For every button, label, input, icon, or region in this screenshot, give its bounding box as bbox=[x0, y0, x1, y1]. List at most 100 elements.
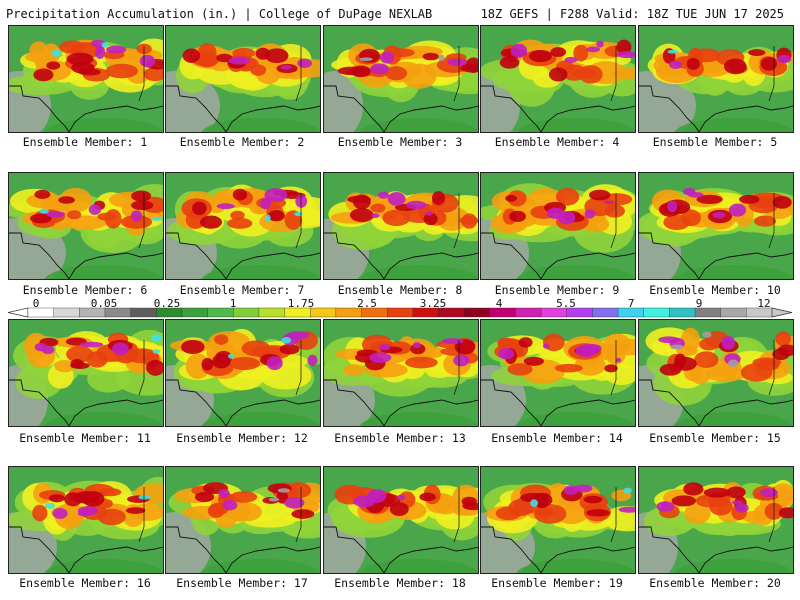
colorbar-tick-label: 3.25 bbox=[419, 297, 447, 310]
colorbar-left-arrow bbox=[8, 307, 29, 318]
colorbar-right-arrow bbox=[771, 307, 792, 318]
ensemble-member-label: Ensemble Member: 10 bbox=[649, 283, 781, 297]
coastline bbox=[68, 546, 163, 573]
ensemble-member-map bbox=[165, 466, 321, 574]
precip-field bbox=[9, 467, 163, 573]
coastline bbox=[540, 399, 635, 426]
colorbar-swatch bbox=[386, 307, 414, 318]
colorbar-swatch bbox=[53, 307, 81, 318]
precip-field bbox=[481, 173, 635, 279]
coastline bbox=[540, 105, 635, 132]
ensemble-member-map bbox=[323, 172, 479, 280]
state-line bbox=[295, 46, 302, 102]
ensemble-member-label: Ensemble Member: 20 bbox=[649, 576, 781, 590]
colorbar-swatch bbox=[720, 307, 748, 318]
coastline bbox=[383, 546, 478, 573]
state-line bbox=[138, 487, 145, 543]
coastline bbox=[383, 399, 478, 426]
precip-field bbox=[9, 26, 163, 132]
precip-field bbox=[481, 467, 635, 573]
state-line bbox=[768, 487, 775, 543]
coastline bbox=[383, 252, 478, 279]
colorbar-swatch bbox=[515, 307, 542, 318]
colorbar-swatch bbox=[463, 307, 491, 318]
colorbar-tick-label: 5.5 bbox=[556, 297, 576, 310]
state-line bbox=[610, 193, 617, 249]
coastline bbox=[540, 252, 635, 279]
colorbar-tick-label: 12 bbox=[757, 297, 771, 310]
coastline bbox=[225, 546, 320, 573]
state-line bbox=[453, 46, 460, 102]
precip-field bbox=[9, 320, 163, 426]
colorbar-swatch bbox=[181, 307, 209, 318]
ensemble-member-label: Ensemble Member: 2 bbox=[179, 135, 305, 149]
ensemble-member-label: Ensemble Member: 19 bbox=[491, 576, 623, 590]
ensemble-member-map bbox=[323, 25, 479, 133]
coastline bbox=[383, 105, 478, 132]
border-line bbox=[324, 526, 385, 573]
ensemble-member-map bbox=[165, 172, 321, 280]
colorbar-swatch bbox=[643, 307, 671, 318]
map-title: Precipitation Accumulation (in.) | Colle… bbox=[6, 7, 433, 21]
ensemble-member-map bbox=[638, 466, 794, 574]
precip-field bbox=[639, 320, 793, 426]
precip-field bbox=[481, 320, 635, 426]
border-line bbox=[639, 85, 700, 132]
border-line bbox=[481, 379, 542, 426]
colorbar-tick-label: 4 bbox=[495, 297, 503, 310]
border-line bbox=[9, 232, 70, 279]
border-line bbox=[166, 379, 227, 426]
border-line bbox=[324, 85, 385, 132]
border-line bbox=[166, 232, 227, 279]
ensemble-member-label: Ensemble Member: 1 bbox=[22, 135, 148, 149]
ensemble-member-label: Ensemble Member: 17 bbox=[176, 576, 308, 590]
ensemble-member-label: Ensemble Member: 11 bbox=[19, 431, 151, 445]
ensemble-member-label: Ensemble Member: 12 bbox=[176, 431, 308, 445]
border-line bbox=[166, 526, 227, 573]
precip-field bbox=[324, 173, 478, 279]
coastline bbox=[698, 105, 793, 132]
state-line bbox=[768, 46, 775, 102]
precip-field bbox=[639, 173, 793, 279]
ensemble-member-map bbox=[8, 319, 164, 427]
ensemble-member-map bbox=[8, 172, 164, 280]
ensemble-member-label: Ensemble Member: 5 bbox=[652, 135, 778, 149]
coastline bbox=[225, 105, 320, 132]
state-line bbox=[453, 340, 460, 396]
border-line bbox=[166, 85, 227, 132]
precip-field bbox=[9, 173, 163, 279]
ensemble-member-map bbox=[480, 466, 636, 574]
border-line bbox=[324, 232, 385, 279]
coastline bbox=[225, 252, 320, 279]
coastline bbox=[225, 399, 320, 426]
ensemble-member-label: Ensemble Member: 6 bbox=[22, 283, 148, 297]
ensemble-member-map bbox=[638, 319, 794, 427]
colorbar-swatch bbox=[489, 307, 517, 318]
ensemble-member-map bbox=[638, 172, 794, 280]
border-line bbox=[639, 526, 700, 573]
coastline bbox=[68, 252, 163, 279]
precip-field bbox=[639, 467, 793, 573]
colorbar-tick-label: 1 bbox=[229, 297, 237, 310]
state-line bbox=[610, 487, 617, 543]
ensemble-member-map bbox=[323, 319, 479, 427]
colorbar-swatch bbox=[258, 307, 286, 318]
ensemble-member-map bbox=[480, 172, 636, 280]
border-line bbox=[481, 232, 542, 279]
coastline bbox=[68, 105, 163, 132]
colorbar-swatch bbox=[592, 307, 619, 318]
border-line bbox=[324, 379, 385, 426]
coastline bbox=[540, 546, 635, 573]
ensemble-member-map bbox=[8, 466, 164, 574]
coastline bbox=[698, 252, 793, 279]
precip-field bbox=[481, 26, 635, 132]
state-line bbox=[610, 46, 617, 102]
colorbar-tick-label: 1.75 bbox=[287, 297, 315, 310]
colorbar-swatch bbox=[669, 307, 696, 318]
ensemble-member-map bbox=[638, 25, 794, 133]
precip-field bbox=[639, 26, 793, 132]
ensemble-member-label: Ensemble Member: 4 bbox=[494, 135, 620, 149]
ensemble-member-label: Ensemble Member: 3 bbox=[337, 135, 463, 149]
coastline bbox=[698, 399, 793, 426]
state-line bbox=[295, 340, 302, 396]
